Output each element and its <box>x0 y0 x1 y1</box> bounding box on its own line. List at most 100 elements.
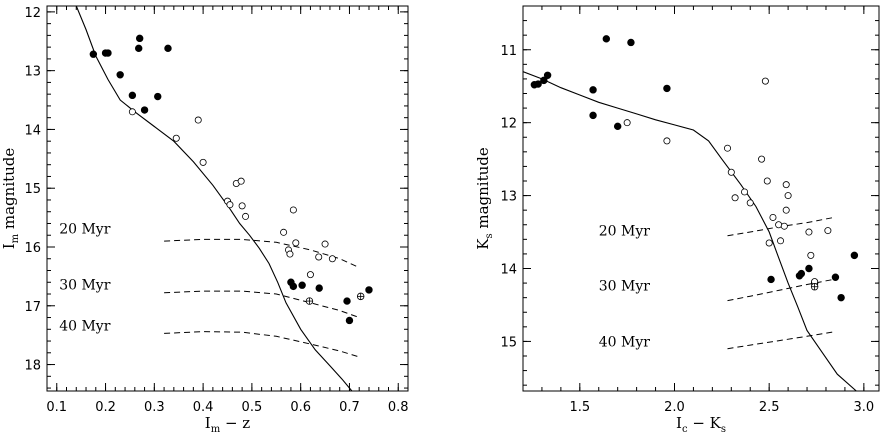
isochrone-line <box>164 331 360 358</box>
filled-data-point <box>602 35 611 43</box>
x-axis-title: Im − z <box>205 414 251 435</box>
open-data-point <box>286 250 294 258</box>
open-data-point <box>782 181 790 189</box>
filled-data-point <box>837 293 845 302</box>
open-data-point <box>306 271 314 279</box>
open-data-point <box>761 77 769 85</box>
crossed-data-point <box>810 283 819 291</box>
filled-data-point <box>289 282 298 291</box>
open-data-point <box>623 119 631 127</box>
y-tick-label: 14 <box>24 123 41 138</box>
y-tick-label: 11 <box>500 44 517 59</box>
x-tick-label: 0.8 <box>388 400 409 415</box>
filled-data-point <box>315 284 323 292</box>
open-data-point <box>758 155 766 163</box>
open-data-point <box>782 206 790 214</box>
plot-area <box>75 6 373 391</box>
open-data-point <box>741 188 749 196</box>
open-data-point <box>321 240 329 248</box>
y-tick-label: 18 <box>24 359 41 374</box>
sequence-curve <box>523 71 857 391</box>
panel-left: 0.1 0.2 0.3 0.4 0.5 0.6 0.7 0.8 12 13 14 15 16 17 18 Im… <box>0 5 409 435</box>
x-tick-label: 1.5 <box>569 400 590 415</box>
open-data-point <box>328 255 336 263</box>
open-data-point <box>315 253 323 261</box>
open-data-point <box>769 213 777 221</box>
open-data-point <box>242 212 250 220</box>
open-data-point <box>775 221 783 229</box>
filled-data-point <box>154 92 162 101</box>
open-data-point <box>172 134 180 142</box>
y-tick-label: 13 <box>24 65 41 80</box>
open-data-point <box>784 192 792 200</box>
isochrone-line <box>164 290 360 318</box>
isochrone-label: 20 Myr <box>599 224 651 240</box>
isochrone-label: 30 Myr <box>599 278 651 294</box>
open-data-point <box>292 239 300 247</box>
y-tick-label: 15 <box>500 335 517 350</box>
filled-data-point <box>534 80 542 88</box>
y-tick-label: 14 <box>500 263 517 278</box>
plot-frame <box>46 5 409 392</box>
filled-data-point <box>627 38 635 47</box>
open-data-point <box>805 228 813 236</box>
filled-data-point <box>135 44 143 53</box>
y-axis-title: Ks magnitude <box>474 147 495 250</box>
x-tick-label: 0.6 <box>290 400 311 415</box>
filled-data-point <box>543 71 552 79</box>
open-data-point <box>746 199 754 207</box>
open-data-point <box>777 237 785 245</box>
open-data-point <box>724 144 732 152</box>
filled-data-point <box>128 91 137 100</box>
filled-data-point <box>613 122 622 131</box>
y-tick-label: 16 <box>24 241 41 256</box>
crossed-data-point <box>305 297 314 305</box>
open-data-point <box>238 202 246 210</box>
isochrone-line <box>727 331 834 350</box>
isochrone-label: 40 Myr <box>599 335 651 351</box>
filled-data-point <box>345 316 354 325</box>
open-data-point <box>765 239 773 247</box>
open-data-point <box>763 177 771 185</box>
filled-data-point <box>89 50 98 58</box>
open-data-point <box>289 206 297 214</box>
open-data-point <box>731 194 739 202</box>
panel-right: 1.5 2.0 2.5 3.0 11 12 13 14 15 Ic − Ks Ks magnitud… <box>474 5 880 435</box>
open-data-point <box>280 228 288 236</box>
isochrone-label: 40 Myr <box>59 318 111 334</box>
open-data-point <box>199 158 207 166</box>
open-data-point <box>237 177 245 185</box>
x-tick-label: 0.2 <box>95 400 116 415</box>
x-tick-label: 0.1 <box>46 400 67 415</box>
open-data-point <box>128 108 136 116</box>
plot-area <box>523 35 859 391</box>
isochrone-line <box>164 238 360 269</box>
x-tick-label: 0.5 <box>242 400 263 415</box>
y-tick-label: 15 <box>24 182 41 197</box>
x-tick-label: 0.7 <box>339 400 360 415</box>
filled-data-point <box>104 49 112 57</box>
filled-data-point <box>850 251 859 260</box>
open-data-point <box>727 168 735 176</box>
open-data-point <box>663 137 671 145</box>
y-axis-title: Im magnitude <box>0 148 21 250</box>
open-data-point <box>226 201 234 209</box>
y-tick-label: 12 <box>24 6 41 21</box>
filled-data-point <box>831 273 840 281</box>
filled-data-point <box>116 71 124 79</box>
open-data-point <box>194 116 202 124</box>
filled-data-point <box>589 86 597 94</box>
x-axis-title: Ic − Ks <box>676 414 726 435</box>
plot-frame <box>522 5 880 392</box>
filled-data-point <box>663 84 671 93</box>
filled-data-point <box>805 264 813 273</box>
x-tick-label: 0.3 <box>144 400 165 415</box>
filled-data-point <box>140 106 149 114</box>
filled-data-point <box>343 297 351 305</box>
filled-data-point <box>540 76 548 85</box>
open-data-point <box>807 251 815 259</box>
crossed-data-point <box>356 292 365 301</box>
x-tick-label: 0.4 <box>193 400 214 415</box>
x-tick-label: 2.0 <box>664 400 685 415</box>
